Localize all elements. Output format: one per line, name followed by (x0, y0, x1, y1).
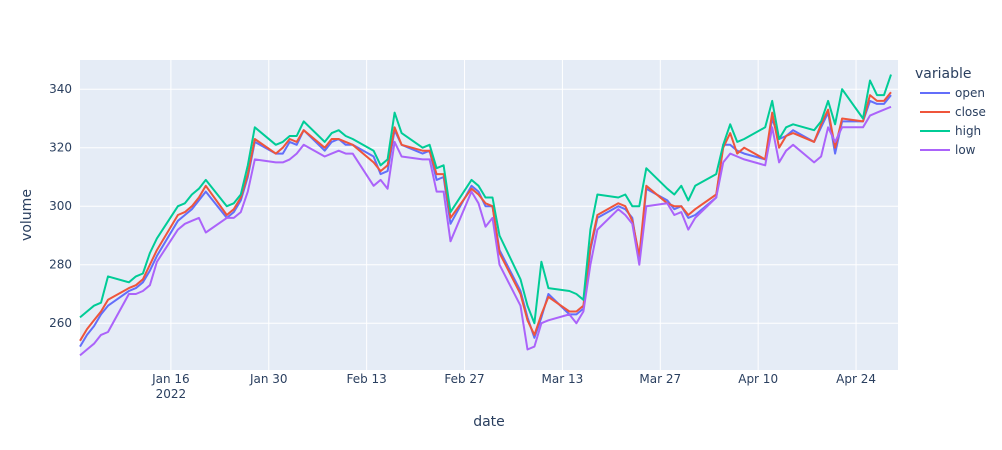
x-tick-label: Jan 30 (249, 372, 288, 386)
series-line-close (79, 91, 892, 342)
x-tick-label: Mar 27 (639, 372, 681, 386)
x-tick-label: Apr 10 (738, 372, 778, 386)
legend-item-high[interactable]: high (920, 124, 981, 138)
series-line-high (79, 74, 892, 325)
y-tick-label: 320 (49, 141, 72, 155)
y-tick-label: 340 (49, 82, 72, 96)
x-tick-label: Feb 27 (444, 372, 484, 386)
y-tick-labels: 260 280 300 320 340 (49, 82, 72, 330)
legend-item-close[interactable]: close (920, 105, 986, 119)
legend-item-open[interactable]: open (920, 86, 985, 100)
x-axis-title: date (473, 414, 505, 430)
legend-label: close (955, 105, 986, 119)
series-line-low (79, 105, 892, 357)
legend-title: variable (915, 66, 971, 82)
x-tick-label: Mar 13 (542, 372, 584, 386)
plot-background (80, 60, 898, 370)
legend-label: high (955, 124, 981, 138)
legend-label: open (955, 86, 985, 100)
x-tick-label: Feb 13 (346, 372, 386, 386)
series-lines (79, 74, 892, 357)
y-tick-label: 260 (49, 316, 72, 330)
x-tick-sublabel: 2022 (156, 387, 187, 401)
x-tick-label: Jan 16 (151, 372, 190, 386)
y-tick-label: 300 (49, 199, 72, 213)
x-gridlines (170, 60, 857, 370)
legend: variable open close high low (915, 66, 986, 157)
legend-label: low (955, 143, 976, 157)
y-axis-title: volume (19, 189, 35, 241)
legend-item-low[interactable]: low (920, 143, 976, 157)
x-tick-label: Apr 24 (836, 372, 876, 386)
y-tick-label: 280 (49, 258, 72, 272)
